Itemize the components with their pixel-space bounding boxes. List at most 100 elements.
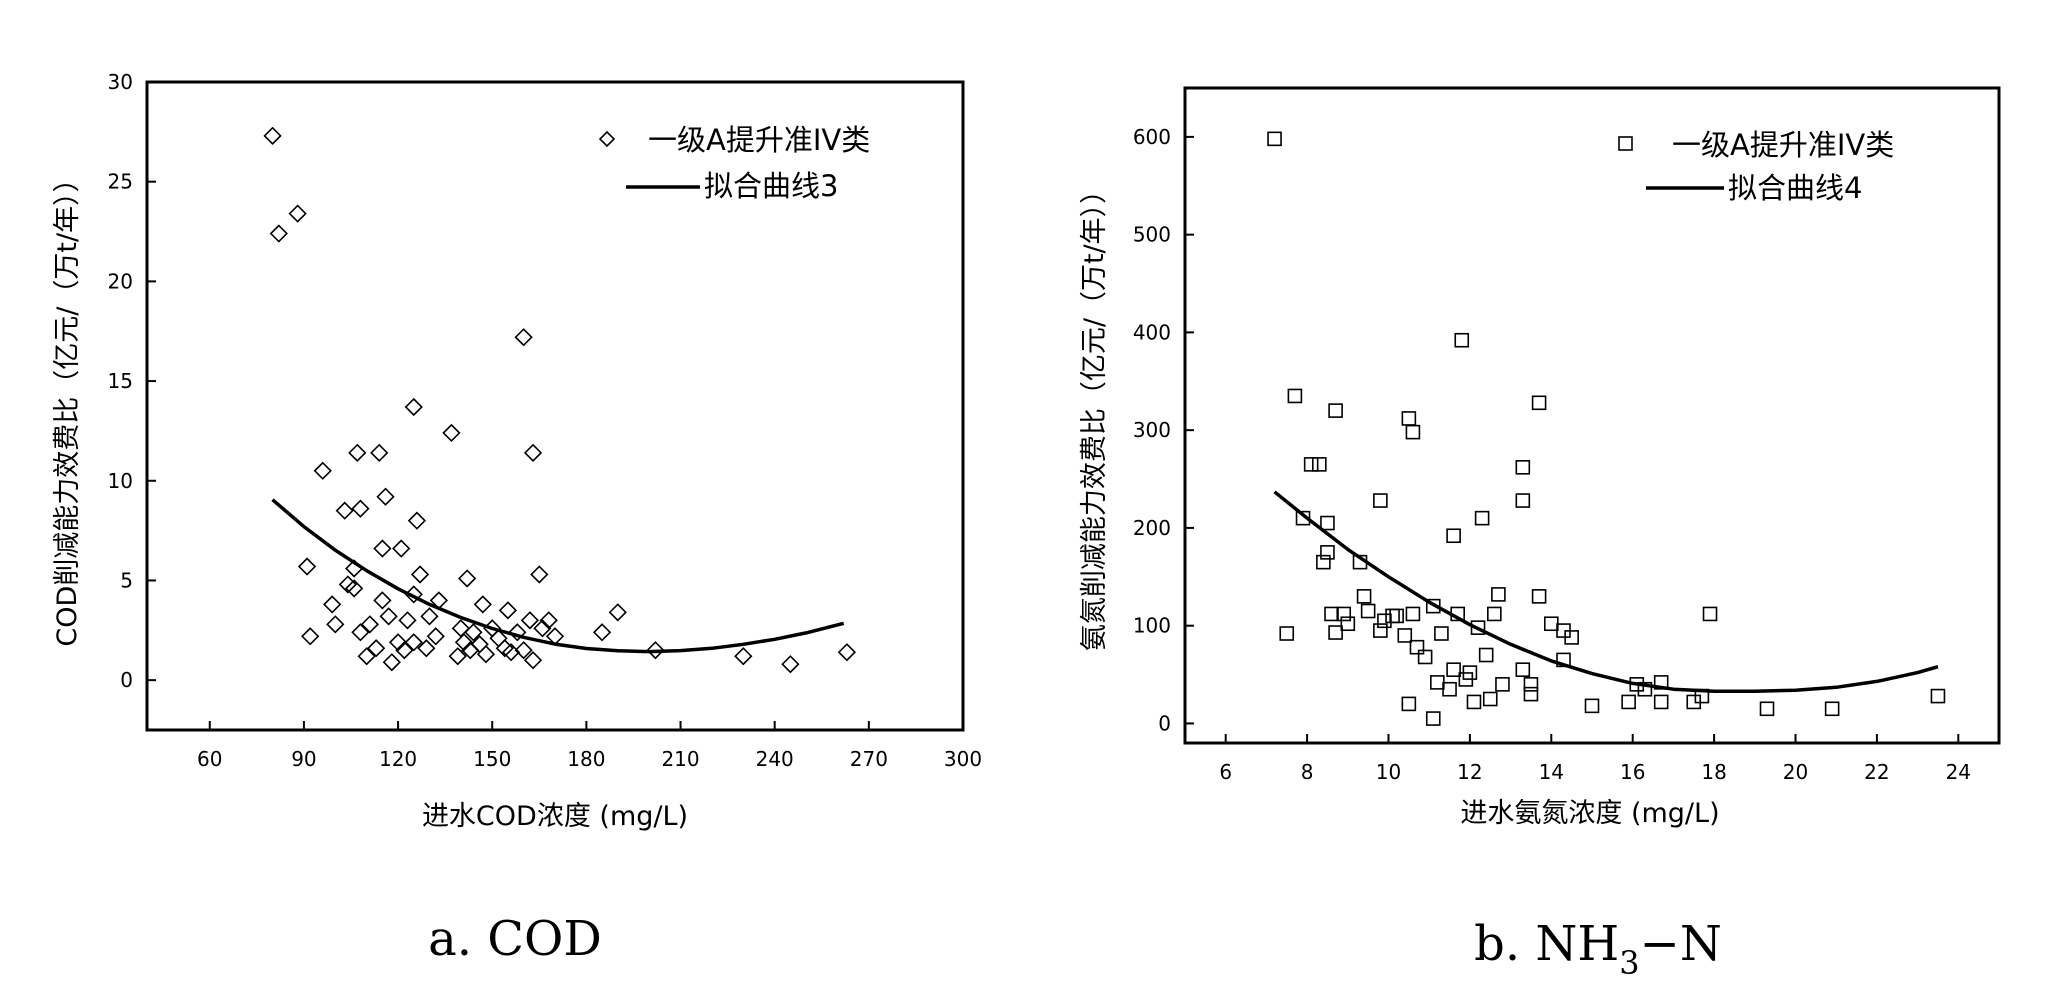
chart-b-data-point <box>1389 608 1404 624</box>
chart-a-data-point <box>404 633 423 652</box>
chart-a-data-point <box>379 607 398 626</box>
chart-b-x-tick-label: 12 <box>1457 760 1482 784</box>
chart-b-data-point <box>1556 652 1571 668</box>
chart-b-data-point <box>1495 677 1510 692</box>
chart-a-data-point <box>454 633 474 652</box>
chart-b-data-point <box>1694 688 1710 704</box>
chart-b-caption-main: b. NH <box>1474 916 1619 972</box>
chart-b-data-point <box>1930 688 1946 704</box>
chart-b-y-axis-label: 氨氮削减能力效费比（亿元/（万t/年）） <box>1079 177 1110 651</box>
chart-a-legend-scatter-label: 一级A提升准IV类 <box>648 123 870 157</box>
chart-a-x-tick-label: 270 <box>850 747 888 771</box>
chart-a-y-tick-label: 20 <box>108 269 133 293</box>
chart-b-legend-line-label: 拟合曲线4 <box>1728 171 1862 205</box>
chart-b-data-point <box>1409 639 1425 655</box>
chart-a-data-point <box>382 653 401 672</box>
chart-a-data-point <box>523 651 543 670</box>
chart-a-y-axis-label: COD削减能力效费比（亿元/（万t/年）） <box>52 165 83 646</box>
chart-b-data-point <box>1442 681 1457 697</box>
chart-a-y-ticks: 0 5 10 15 20 25 30 <box>108 70 156 692</box>
chart-b-data-point <box>1523 677 1539 692</box>
chart-b-x-ticks: 6 8 10 12 14 16 18 20 22 24 <box>1219 734 1971 784</box>
chart-a-data-point <box>781 655 800 674</box>
chart-a-data-point <box>313 461 332 480</box>
chart-b-x-tick-label: 18 <box>1701 760 1726 784</box>
chart-a-legend-line-label: 拟合曲线3 <box>704 169 838 203</box>
chart-b-data-point <box>1336 606 1352 622</box>
chart-a-data-point <box>357 647 376 666</box>
chart-a-legend-marker-diamond <box>598 130 616 148</box>
chart-a-data-point <box>345 579 364 598</box>
chart-b-x-tick-label: 14 <box>1539 760 1564 784</box>
chart-a-x-ticks: 60 90 120 150 180 210 240 270 300 <box>197 721 982 771</box>
chart-b-data-point <box>1482 691 1498 707</box>
chart-a-data-point <box>297 557 317 576</box>
chart-b-plot-frame <box>1183 86 2001 745</box>
chart-b-data-point <box>1470 620 1486 635</box>
chart-b-data-point <box>1385 608 1400 624</box>
chart-a-data-point <box>539 611 558 630</box>
chart-a-data-point <box>404 585 423 604</box>
chart-b-caption: b. NH3−N <box>1474 916 1722 982</box>
chart-a-data-point <box>269 224 288 243</box>
chart-a-data-point <box>514 641 533 660</box>
chart-a-data-point <box>426 627 445 646</box>
chart-a-data-point <box>533 619 552 638</box>
chart-a-fit-curve <box>271 498 845 654</box>
chart-b-data-point <box>1312 457 1327 472</box>
chart-a-y-tick-label: 25 <box>108 170 133 194</box>
chart-b-data-point <box>1430 675 1445 690</box>
chart-b-data-point <box>1462 665 1478 680</box>
chart-b-data-point <box>1446 528 1461 544</box>
chart-b-data-point <box>1564 630 1579 645</box>
chart-a-x-axis-label: 进水COD浓度 (mg/L) <box>422 801 688 832</box>
chart-b-data-point <box>1405 424 1421 440</box>
chart-b-data-point <box>1295 510 1311 526</box>
chart-b-data-point <box>1491 587 1506 602</box>
chart-a-data-point <box>373 591 392 610</box>
chart-b-data-point <box>1487 606 1502 622</box>
chart-b-x-tick-label: 24 <box>1946 760 1971 784</box>
chart-b-y-tick-label: 300 <box>1133 418 1171 442</box>
chart-a-data-point <box>508 623 527 642</box>
chart-a-data-point <box>448 647 467 666</box>
chart-b-data-point <box>1320 545 1335 560</box>
chart-b-legend-marker-square <box>1618 136 1633 151</box>
chart-b-data-point <box>1702 606 1718 622</box>
chart-b-data-point <box>1446 662 1461 677</box>
chart-b-data-point <box>1478 647 1494 663</box>
chart-a-y-tick-label: 30 <box>108 70 133 94</box>
chart-b-data-point <box>1515 493 1531 508</box>
chart-a-points <box>263 126 857 674</box>
chart-b-x-tick-label: 8 <box>1301 760 1314 784</box>
chart-b-data-point <box>1377 613 1392 629</box>
chart-b-data-point <box>1474 510 1490 526</box>
chart-a-x-tick-label: 120 <box>379 747 417 771</box>
chart-a-data-point <box>592 623 612 642</box>
chart-a-data-point <box>366 639 386 658</box>
chart-b-data-point <box>1824 701 1840 717</box>
chart-b-data-point <box>1324 606 1339 622</box>
chart-b-data-point <box>1279 626 1295 641</box>
chart-a-data-point <box>407 511 427 530</box>
chart-a-x-tick-label: 60 <box>197 747 222 771</box>
chart-a-data-point <box>837 643 857 662</box>
chart-b-y-ticks: 0 100 200 300 400 500 600 <box>1133 125 1194 735</box>
chart-b-data-point <box>1328 403 1343 418</box>
chart-b-data-point <box>1417 649 1433 665</box>
chart-b-data-point <box>1637 681 1653 697</box>
chart-a-data-point <box>326 615 345 634</box>
chart-a-data-point <box>301 627 320 646</box>
chart-b-x-tick-label: 16 <box>1620 760 1645 784</box>
chart-b-data-point <box>1434 626 1449 641</box>
chart-a-data-point <box>404 397 423 417</box>
chart-a-data-point <box>388 633 408 652</box>
chart-b-data-point <box>1450 606 1465 622</box>
chart-b-y-tick-label: 100 <box>1133 614 1171 638</box>
chart-a-data-point <box>395 641 414 660</box>
chart-a-data-point <box>476 645 496 664</box>
chart-a-data-point <box>545 627 565 646</box>
chart-b-data-point <box>1584 698 1600 714</box>
chart-a-data-point <box>348 443 367 462</box>
